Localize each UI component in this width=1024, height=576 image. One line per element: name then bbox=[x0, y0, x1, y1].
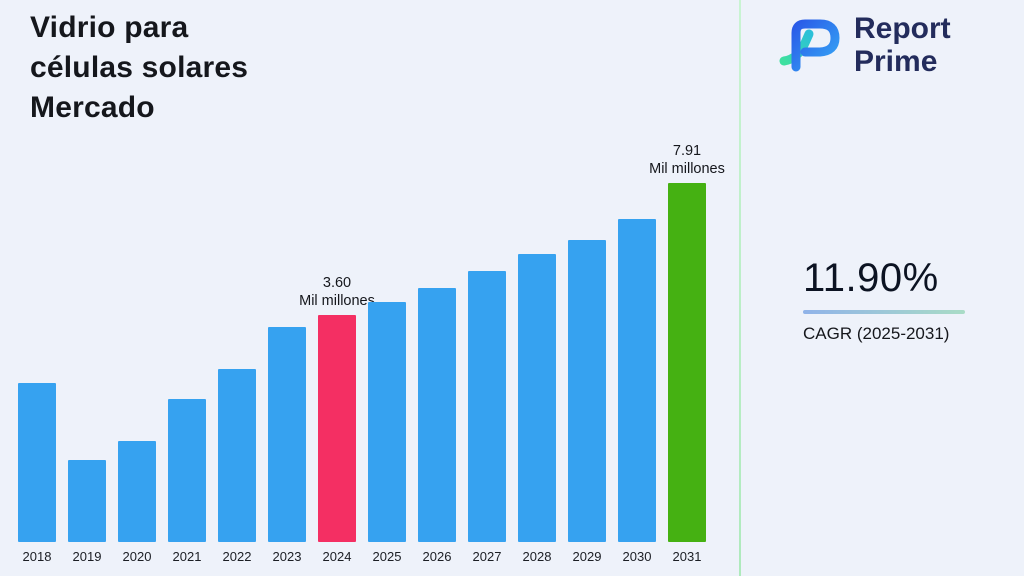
x-axis-label-2021: 2021 bbox=[172, 549, 202, 564]
x-axis-label-2019: 2019 bbox=[72, 549, 102, 564]
page-title: Vidrio para células solares Mercado bbox=[30, 8, 248, 128]
x-axis-label-2026: 2026 bbox=[422, 549, 452, 564]
x-axis-label-2030: 2030 bbox=[622, 549, 652, 564]
bar-2018 bbox=[18, 383, 56, 542]
x-axis-label-2023: 2023 bbox=[272, 549, 302, 564]
bar-column-2023: 2023 bbox=[262, 327, 312, 564]
bar-value-label-2024: 3.60 Mil millones bbox=[299, 275, 375, 309]
bar-2030 bbox=[618, 219, 656, 542]
cagr-stat: 11.90% CAGR (2025-2031) bbox=[803, 256, 965, 344]
x-axis-label-2027: 2027 bbox=[472, 549, 502, 564]
x-axis-label-2018: 2018 bbox=[22, 549, 52, 564]
bar-2027 bbox=[468, 271, 506, 542]
bar-2028 bbox=[518, 254, 556, 542]
cagr-value: 11.90% bbox=[803, 256, 939, 300]
page-title-line2: células solares bbox=[30, 51, 249, 84]
bar-chart: 2018 2019 2020 2021 2022 2023 3.60 Mil millones… bbox=[12, 142, 725, 564]
x-axis-label-2025: 2025 bbox=[372, 549, 402, 564]
bar-column-2019: 2019 bbox=[62, 460, 112, 564]
bar-2025 bbox=[368, 302, 406, 542]
bar-2019 bbox=[68, 460, 106, 542]
bar-2021 bbox=[168, 399, 206, 542]
bar-value-label-2031: 7.91 Mil millones bbox=[649, 143, 725, 177]
bar-2026 bbox=[418, 288, 456, 542]
x-axis-label-2022: 2022 bbox=[222, 549, 252, 564]
bar-column-2021: 2021 bbox=[162, 399, 212, 564]
bar-2029 bbox=[568, 240, 606, 542]
bar-column-2024: 3.60 Mil millones 2024 bbox=[299, 274, 375, 564]
cagr-underline bbox=[803, 310, 965, 314]
report-prime-logo-icon bbox=[779, 19, 840, 72]
bar-2023 bbox=[268, 327, 306, 542]
vertical-divider bbox=[739, 0, 741, 576]
x-axis-label-2028: 2028 bbox=[522, 549, 552, 564]
logo-word-report: Report bbox=[854, 12, 951, 45]
bar-column-2025: 2025 bbox=[362, 302, 412, 564]
bar-column-2018: 2018 bbox=[12, 383, 62, 564]
bar-column-2030: 2030 bbox=[612, 219, 662, 564]
cagr-label: CAGR (2025-2031) bbox=[803, 324, 950, 343]
bar-2024 bbox=[318, 315, 356, 542]
bar-2031 bbox=[668, 183, 706, 542]
x-axis-label-2029: 2029 bbox=[572, 549, 602, 564]
bar-column-2020: 2020 bbox=[112, 441, 162, 564]
bar-2020 bbox=[118, 441, 156, 542]
page-title-line1: Vidrio para bbox=[30, 11, 189, 44]
bar-2022 bbox=[218, 369, 256, 542]
bar-column-2028: 2028 bbox=[512, 254, 562, 564]
bar-column-2022: 2022 bbox=[212, 369, 262, 564]
report-prime-wordmark: Report Prime bbox=[854, 12, 951, 78]
report-prime-logo: Report Prime bbox=[778, 12, 951, 78]
logo-word-prime: Prime bbox=[854, 45, 938, 78]
x-axis-label-2020: 2020 bbox=[122, 549, 152, 564]
x-axis-label-2024: 2024 bbox=[322, 549, 352, 564]
bar-column-2031: 7.91 Mil millones 2031 bbox=[649, 142, 725, 564]
bar-column-2027: 2027 bbox=[462, 271, 512, 564]
bar-column-2029: 2029 bbox=[562, 240, 612, 564]
bar-column-2026: 2026 bbox=[412, 288, 462, 564]
page-title-line3: Mercado bbox=[30, 91, 155, 124]
x-axis-label-2031: 2031 bbox=[672, 549, 702, 564]
